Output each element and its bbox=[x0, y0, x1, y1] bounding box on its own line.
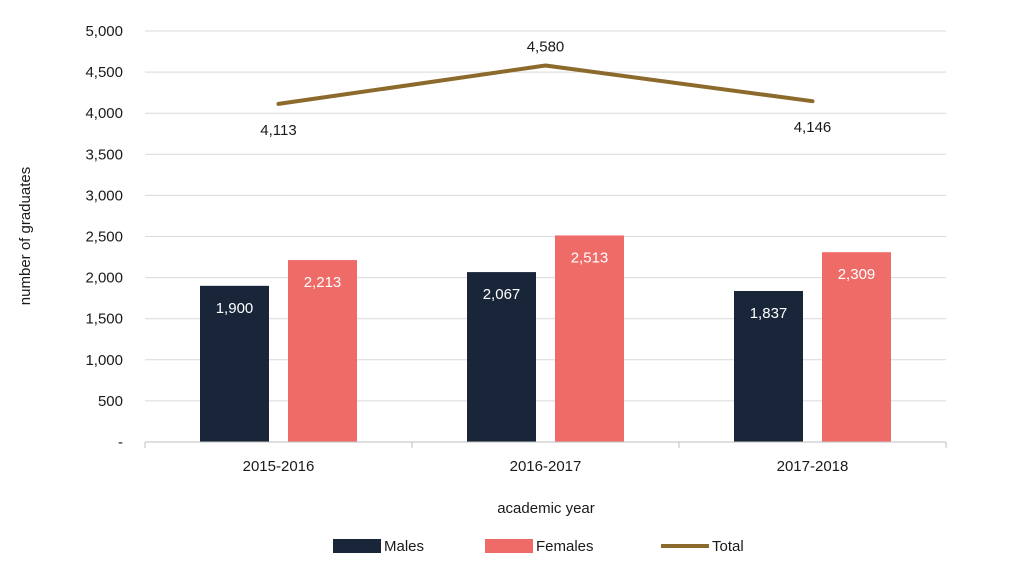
legend: Males Females Total bbox=[333, 538, 744, 555]
y-axis-ticks: - 500 1,000 1,500 2,000 2,500 3,000 3,500 4,000 4… bbox=[85, 23, 123, 451]
legend-item-males: Males bbox=[333, 538, 424, 555]
bar-females bbox=[822, 252, 891, 442]
legend-label: Males bbox=[384, 538, 424, 555]
x-tick-label: 2015-2016 bbox=[243, 458, 315, 475]
x-axis: 2015-2016 2016-2017 2017-2018 bbox=[144, 441, 947, 475]
x-tick-label: 2016-2017 bbox=[510, 458, 582, 475]
grid-lines bbox=[145, 30, 946, 402]
x-tick-label: 2017-2018 bbox=[777, 458, 849, 475]
total-data-label: 4,113 bbox=[260, 122, 296, 139]
y-tick-label: 2,000 bbox=[85, 270, 123, 287]
legend-swatch bbox=[333, 539, 381, 553]
legend-item-total: Total bbox=[661, 538, 744, 555]
y-tick-label: 1,500 bbox=[85, 311, 123, 328]
y-tick-label: - bbox=[118, 434, 123, 451]
y-tick-label: 3,000 bbox=[85, 187, 123, 204]
y-tick-label: 1,000 bbox=[85, 352, 123, 369]
y-tick-label: 5,000 bbox=[85, 23, 123, 40]
bar-males bbox=[467, 272, 536, 442]
bar-data-label: 2,067 bbox=[483, 286, 521, 303]
total-data-label: 4,146 bbox=[794, 119, 832, 136]
bar-data-label: 1,900 bbox=[216, 300, 254, 317]
bar-males bbox=[734, 290, 803, 442]
bar-females bbox=[288, 260, 357, 442]
legend-label: Females bbox=[536, 538, 594, 555]
y-axis-title: number of graduates bbox=[17, 167, 34, 305]
total-data-label: 4,580 bbox=[527, 39, 565, 56]
y-tick-label: 3,500 bbox=[85, 146, 123, 163]
x-axis-title: academic year bbox=[497, 500, 595, 517]
bar-males bbox=[200, 285, 269, 442]
bars: 1,900 2,213 2,067 2,513 1,837 2,309 bbox=[200, 235, 891, 442]
y-tick-label: 4,000 bbox=[85, 105, 123, 122]
bar-data-label: 2,213 bbox=[304, 274, 342, 291]
total-line-path bbox=[276, 63, 815, 106]
total-line: 4,113 4,580 4,146 bbox=[260, 39, 831, 139]
bar-data-label: 2,309 bbox=[838, 266, 876, 283]
legend-label: Total bbox=[712, 538, 744, 555]
bar-females bbox=[555, 235, 624, 442]
y-tick-label: 500 bbox=[98, 393, 123, 410]
y-tick-label: 2,500 bbox=[85, 229, 123, 246]
legend-swatch bbox=[485, 539, 533, 553]
y-tick-label: 4,500 bbox=[85, 64, 123, 81]
legend-item-females: Females bbox=[485, 538, 594, 555]
bar-data-label: 1,837 bbox=[750, 305, 788, 322]
bar-data-label: 2,513 bbox=[571, 249, 609, 266]
